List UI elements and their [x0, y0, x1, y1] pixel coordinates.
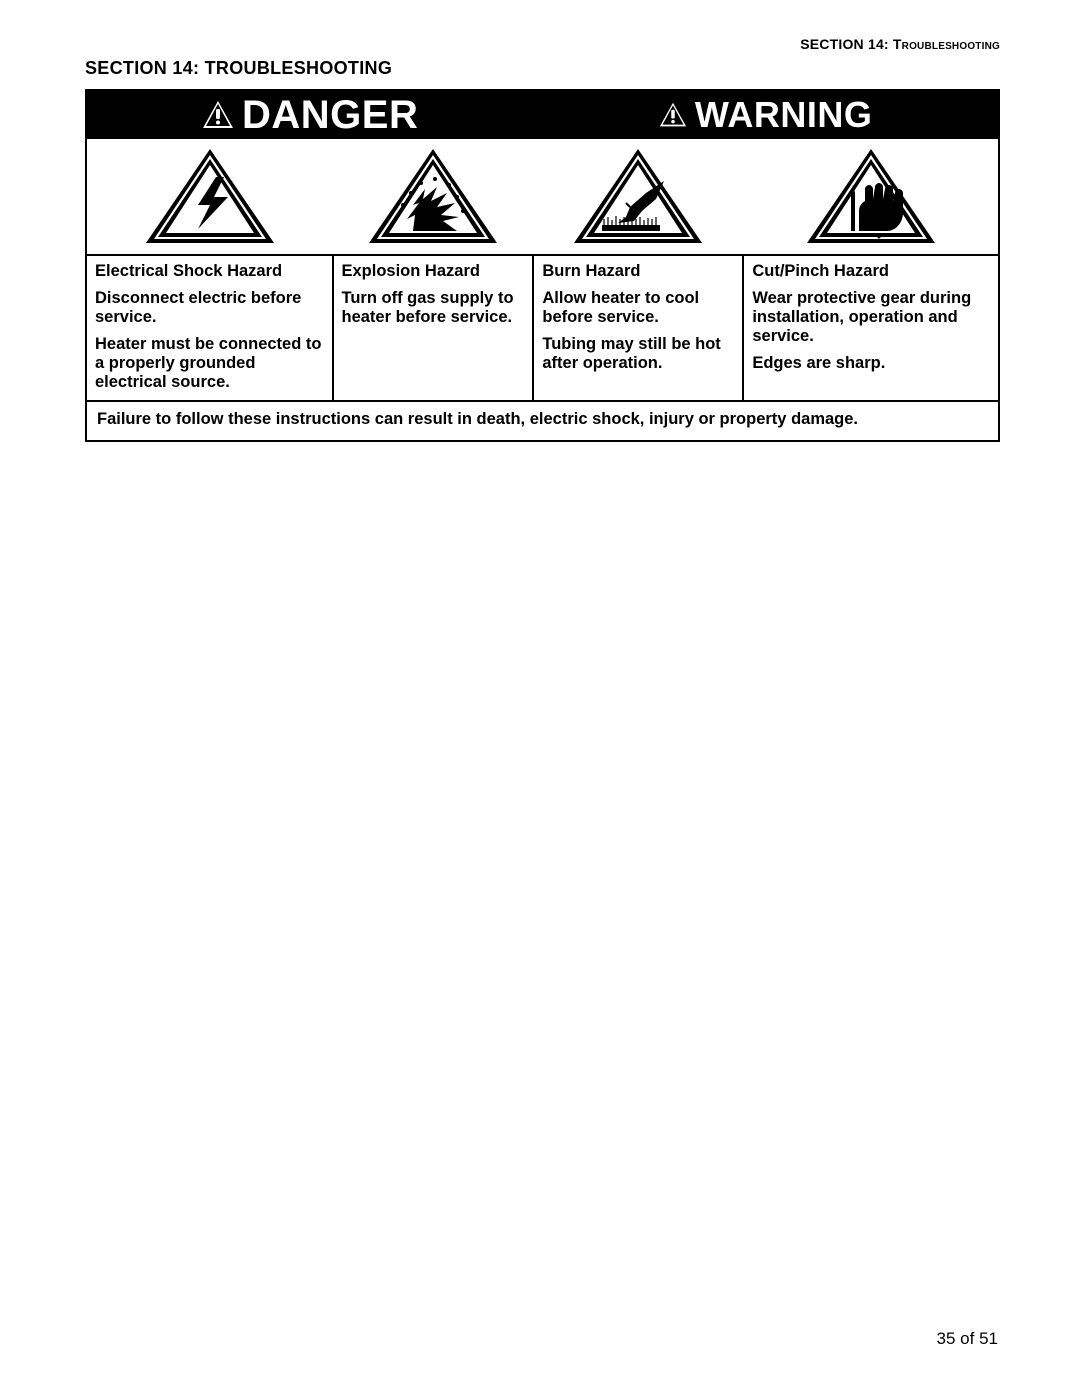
banner-warning-text: WARNING: [695, 94, 873, 136]
hazard-text: Allow heater to cool before service.: [542, 289, 734, 327]
hazard-name: Electrical Shock Hazard: [86, 255, 333, 285]
hazard-text: Heater must be connected to a properly g…: [95, 335, 324, 392]
burn-hazard-icon: [568, 145, 708, 250]
hazard-name: Explosion Hazard: [333, 255, 534, 285]
banner-danger-text: DANGER: [242, 93, 418, 138]
hazard-text-cell: Disconnect electric before service. Heat…: [86, 285, 333, 401]
warning-triangle-icon: [202, 99, 234, 131]
page-header: SECTION 14: Troubleshooting: [85, 36, 1000, 52]
hazard-name: Burn Hazard: [533, 255, 743, 285]
banner-row: DANGER WARNING: [86, 90, 999, 139]
header-section-topic: Troubleshooting: [893, 36, 1000, 52]
hazard-text-row: Disconnect electric before service. Heat…: [86, 285, 999, 401]
hazard-text: Wear protective gear during installation…: [752, 289, 990, 346]
pictogram-row: [86, 139, 999, 255]
hazard-table: DANGER WARNING: [85, 89, 1000, 442]
warning-triangle-icon: [659, 101, 687, 129]
explosion-icon: [363, 145, 503, 250]
hazard-text: Edges are sharp.: [752, 354, 990, 373]
hazard-text-cell: Turn off gas supply to heater before ser…: [333, 285, 534, 401]
electrical-shock-icon: [140, 145, 280, 250]
hazard-text: Disconnect electric before service.: [95, 289, 324, 327]
banner-danger: DANGER: [87, 91, 533, 139]
footer-warning-text: Failure to follow these instructions can…: [86, 401, 999, 441]
banner-warning: WARNING: [533, 91, 998, 139]
footer-warning-row: Failure to follow these instructions can…: [86, 401, 999, 441]
section-title: SECTION 14: TROUBLESHOOTING: [85, 58, 1000, 79]
page-number: 35 of 51: [937, 1329, 998, 1349]
hazard-text: Tubing may still be hot after operation.: [542, 335, 734, 373]
hazard-name: Cut/Pinch Hazard: [743, 255, 999, 285]
hazard-text: Turn off gas supply to heater before ser…: [342, 289, 525, 327]
hazard-text-cell: Allow heater to cool before service. Tub…: [533, 285, 743, 401]
cut-pinch-icon: [801, 145, 941, 250]
hazard-text-cell: Wear protective gear during installation…: [743, 285, 999, 401]
hazard-name-row: Electrical Shock Hazard Explosion Hazard…: [86, 255, 999, 285]
header-section-label: SECTION 14:: [800, 36, 889, 52]
